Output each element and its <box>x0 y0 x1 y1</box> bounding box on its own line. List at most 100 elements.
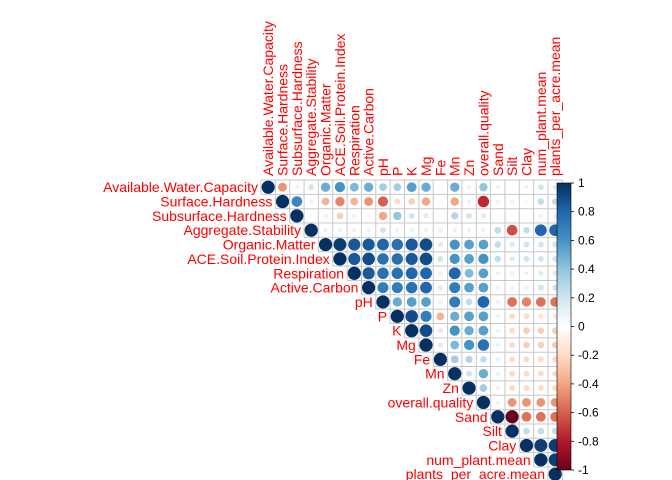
corr-circle-Subsurface.Hardness-pH <box>378 211 388 221</box>
corr-circle-Mn-Silt <box>509 370 516 377</box>
corr-circle-Subsurface.Hardness-Subsurface.Hardness <box>290 209 304 223</box>
corr-circle-Subsurface.Hardness-Organic.Matter <box>323 213 328 218</box>
corr-circle-K-Fe <box>437 328 443 334</box>
corr-circle-Silt-num_plant.mean <box>537 427 545 435</box>
corr-circle-P-P <box>390 309 404 323</box>
corr-circle-ACE.Soil.Protein.Index-overall.quality <box>478 253 489 265</box>
colorbar-tick-label: -0.6 <box>578 406 599 420</box>
corr-circle-Active.Carbon-K <box>405 281 418 294</box>
corr-circle-Aggregate.Stability-num_plant.mean <box>534 224 547 237</box>
corr-circle-Sand-Sand <box>491 410 505 424</box>
corr-circle-Mn-plants_per_acre.mean <box>552 370 559 377</box>
corr-circle-Surface.Hardness-pH <box>377 196 389 207</box>
corr-circle-Aggregate.Stability-Silt <box>506 224 518 236</box>
row-label: overall.quality <box>388 394 474 410</box>
corr-circle-pH-Fe <box>438 299 443 305</box>
corr-circle-Available.Water.Capacity-Subsurface.Hardness <box>294 185 299 190</box>
corr-circle-Organic.Matter-overall.quality <box>478 239 489 250</box>
corr-circle-Organic.Matter-K <box>405 238 418 251</box>
colorbar-tick-label: 0.6 <box>578 233 595 247</box>
corr-circle-P-Sand <box>495 314 500 319</box>
corr-circle-Fe-Zn <box>465 355 473 363</box>
row-label: Available.Water.Capacity <box>103 179 258 195</box>
corr-circle-K-Sand <box>495 328 500 333</box>
corr-circle-Respiration-Fe <box>438 271 443 276</box>
corr-circle-P-Zn <box>464 311 474 322</box>
corr-circle-Organic.Matter-P <box>391 238 404 251</box>
corr-circle-ACE.Soil.Protein.Index-Clay <box>523 255 530 262</box>
corr-circle-Organic.Matter-Mn <box>449 239 460 250</box>
corr-circle-pH-num_plant.mean <box>535 297 546 307</box>
corr-circle-Subsurface.Hardness-Fe <box>438 214 442 218</box>
corr-circle-Fe-num_plant.mean <box>537 356 544 363</box>
corr-circle-Mg-Fe <box>437 342 443 348</box>
corr-circle-Mn-Clay <box>523 370 530 377</box>
corr-circle-Aggregate.Stability-Clay <box>523 226 530 234</box>
corr-circle-Available.Water.Capacity-Silt <box>510 185 514 189</box>
column-label: Available.Water.Capacity <box>260 21 276 176</box>
corr-circle-Respiration-Silt <box>510 271 515 276</box>
corr-circle-Surface.Hardness-Zn <box>466 199 472 204</box>
corr-circle-ACE.Soil.Protein.Index-Active.Carbon <box>362 252 375 266</box>
corr-circle-Aggregate.Stability-Respiration <box>352 228 357 233</box>
row-label: Surface.Hardness <box>160 194 272 210</box>
corr-circle-Surface.Hardness-Surface.Hardness <box>275 194 290 209</box>
row-label: pH <box>355 294 373 310</box>
column-labels: Available.Water.CapacitySurface.Hardness… <box>260 21 563 176</box>
column-label: Organic.Matter <box>318 83 334 176</box>
corr-circle-Subsurface.Hardness-ACE.Soil.Protein.Index <box>336 212 344 220</box>
corr-circle-pH-Mg <box>421 297 431 307</box>
corr-circle-K-Silt <box>509 327 516 334</box>
colorbar-tick-label: 0.4 <box>578 262 595 276</box>
corr-circle-Mg-num_plant.mean <box>537 341 545 349</box>
corr-circle-Subsurface.Hardness-plants_per_acre.mean <box>553 213 558 218</box>
corr-circle-Organic.Matter-num_plant.mean <box>537 241 544 248</box>
corr-circle-ACE.Soil.Protein.Index-Mn <box>449 253 460 265</box>
corr-circle-Organic.Matter-Zn <box>464 239 474 250</box>
corr-circle-overall.quality-Silt <box>507 397 517 407</box>
corr-circle-Surface.Hardness-Aggregate.Stability <box>309 199 314 204</box>
row-label: Clay <box>488 437 516 453</box>
corr-circle-Organic.Matter-ACE.Soil.Protein.Index <box>333 238 347 252</box>
corr-circle-ACE.Soil.Protein.Index-ACE.Soil.Protein.Index <box>333 252 347 266</box>
corr-circle-Active.Carbon-Silt <box>510 285 515 290</box>
corr-circle-pH-P <box>392 297 402 307</box>
corr-circle-Clay-Clay <box>519 438 534 453</box>
corr-circle-ACE.Soil.Protein.Index-Silt <box>509 256 515 262</box>
colorbar-tick-label: 0 <box>578 320 585 334</box>
corr-circle-Subsurface.Hardness-Silt <box>510 214 514 218</box>
corr-circle-K-Mg <box>419 324 433 337</box>
corr-circle-Active.Carbon-P <box>391 282 403 294</box>
corr-circle-ACE.Soil.Protein.Index-Zn <box>464 254 474 264</box>
corr-circle-Available.Water.Capacity-Mn <box>450 182 460 192</box>
corr-circle-overall.quality-Sand <box>495 400 500 405</box>
corr-circle-Available.Water.Capacity-Available.Water.Capacity <box>261 180 275 194</box>
column-label: Aggregate.Stability <box>303 58 319 176</box>
corr-circle-Available.Water.Capacity-num_plant.mean <box>537 184 544 191</box>
corr-circle-Aggregate.Stability-pH <box>380 227 386 234</box>
corr-circle-pH-Silt <box>507 297 518 307</box>
corr-circle-Respiration-plants_per_acre.mean <box>552 270 558 276</box>
corr-circle-Available.Water.Capacity-Fe <box>438 185 442 189</box>
corr-circle-Fe-Clay <box>523 356 530 363</box>
corr-circle-ACE.Soil.Protein.Index-num_plant.mean <box>537 255 544 262</box>
corr-circle-Organic.Matter-Fe <box>437 242 443 248</box>
corr-circle-Respiration-K <box>405 267 418 280</box>
corr-circle-Subsurface.Hardness-P <box>393 211 402 221</box>
corr-circle-Active.Carbon-Clay <box>524 285 529 290</box>
corr-circle-pH-overall.quality <box>477 296 490 308</box>
column-label: Mg <box>418 157 434 176</box>
corr-circle-Respiration-Mn <box>448 267 461 280</box>
corr-circle-Aggregate.Stability-Aggregate.Stability <box>304 223 318 237</box>
colorbar: 1 0.8 0.6 0.4 0.2 0 -0.2 -0.4 -0.6 -0.8 -1 <box>556 176 599 477</box>
corr-circle-Available.Water.Capacity-Organic.Matter <box>320 182 331 192</box>
corr-circle-Silt-Silt <box>505 424 519 438</box>
corr-circle-plants_per_acre.mean-plants_per_acre.mean <box>548 467 562 480</box>
row-label: ACE.Soil.Protein.Index <box>187 251 329 267</box>
corr-circle-Respiration-overall.quality <box>478 268 489 279</box>
column-label: Active.Carbon <box>361 88 377 176</box>
corr-circle-Mg-Sand <box>495 342 500 348</box>
corr-circle-Silt-Clay <box>523 427 530 435</box>
corr-circle-Subsurface.Hardness-Clay <box>524 214 528 218</box>
corr-circle-Aggregate.Stability-Fe <box>438 228 443 233</box>
